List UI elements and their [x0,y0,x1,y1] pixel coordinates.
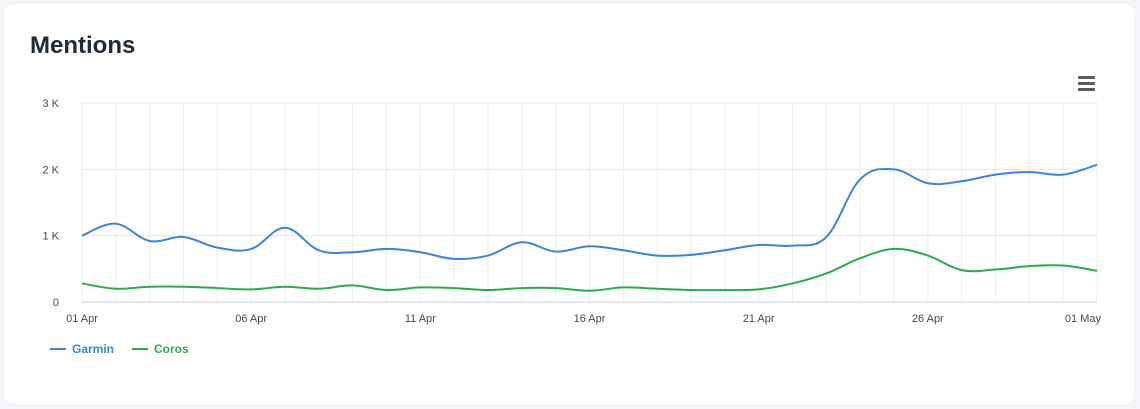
legend-swatch [132,348,149,350]
x-tick-label: 26 Apr [912,313,944,325]
legend-item-garmin[interactable]: Garmin [50,342,114,356]
grid-layer [81,102,1098,303]
chart-title: Mentions [30,32,136,59]
menu-bar [1078,82,1095,85]
legend-label: Garmin [72,342,115,356]
x-tick-label: 01 Apr [66,313,98,325]
menu-bar [1078,76,1095,79]
y-tick-label: 2 K [42,164,59,176]
x-tick-label: 16 Apr [574,313,606,325]
legend-swatch [50,348,66,350]
series-line-garmin[interactable] [81,163,1098,261]
hamburger-menu-icon[interactable] [1076,74,1098,94]
mentions-card: Mentions 0 1 K 2 K 3 K 01 Apr 06 Apr 11 Apr 16 … [4,4,1134,404]
chart-legend: Garmin Coros [50,342,189,356]
menu-bar [1078,88,1095,91]
y-tick-label: 3 K [42,98,59,110]
x-tick-label: 11 Apr [405,313,436,325]
x-tick-label: 01 May [1065,313,1102,325]
mentions-line-chart: 0 1 K 2 K 3 K 01 Apr 06 Apr 11 Apr 16 Apr 21 Apr… [42,98,1101,325]
axis-layer: 0 1 K 2 K 3 K 01 Apr 06 Apr 11 Apr 16 Apr 21 Apr… [42,98,1101,325]
series-layer [81,163,1098,292]
x-tick-label: 21 Apr [743,313,775,325]
x-tick-label: 06 Apr [235,313,267,325]
y-tick-label: 0 [53,297,59,309]
y-tick-label: 1 K [42,231,59,243]
legend-label: Coros [154,342,189,356]
legend-item-coros[interactable]: Coros [132,342,189,356]
series-line-coros[interactable] [81,247,1098,292]
